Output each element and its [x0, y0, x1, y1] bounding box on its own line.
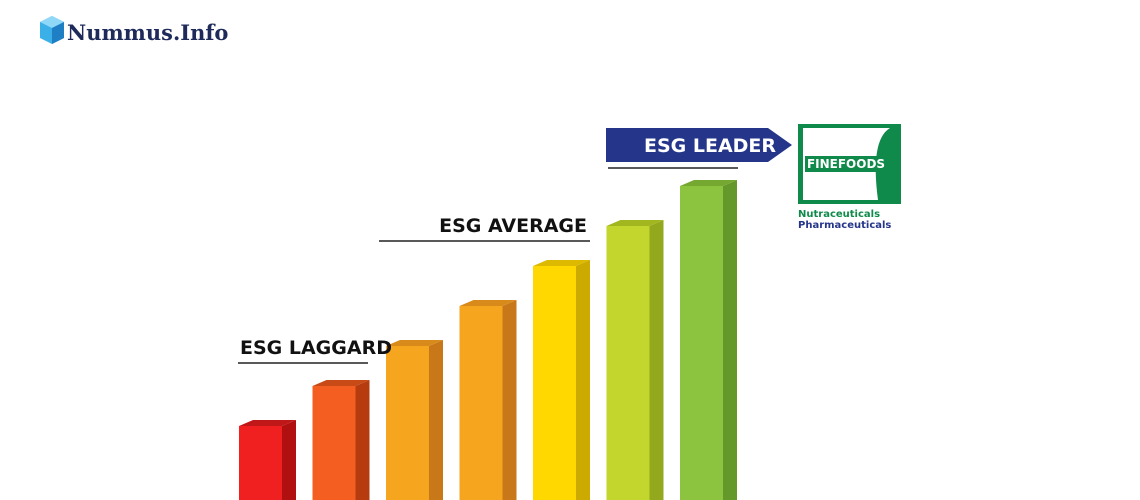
bar-top — [459, 300, 517, 306]
brand-name: Nummus.Info — [67, 20, 228, 45]
bar-front — [239, 426, 282, 500]
average-label: ESG AVERAGE — [439, 215, 587, 237]
bar-top — [312, 380, 370, 386]
bar-front — [459, 306, 503, 500]
bar-top — [239, 420, 296, 426]
company-logo: FINEFOODS Nutraceuticals Pharmaceuticals — [798, 124, 901, 231]
bar-side — [649, 220, 664, 500]
company-line1: Nutraceuticals — [798, 209, 880, 220]
company-line2: Pharmaceuticals — [798, 220, 891, 231]
bar-side — [502, 300, 517, 500]
bar-side — [723, 180, 737, 500]
brand-logo: Nummus.Info — [40, 16, 228, 45]
logo-band — [805, 156, 887, 172]
bar-side — [355, 380, 370, 500]
bar-top — [680, 180, 737, 186]
bar-front — [680, 186, 723, 500]
bar-side — [282, 420, 296, 500]
bar-top — [606, 220, 664, 226]
cube-side — [52, 22, 64, 44]
bar-front — [606, 226, 650, 500]
leader-banner — [606, 128, 792, 162]
bar-front — [533, 266, 576, 500]
bar-front — [386, 346, 429, 500]
bar-front — [312, 386, 356, 500]
leader-label: ESG LEADER — [644, 135, 776, 157]
bar-side — [429, 340, 443, 500]
bar-top — [533, 260, 590, 266]
bars — [239, 180, 737, 500]
laggard-label: ESG LAGGARD — [240, 337, 392, 359]
bar-side — [576, 260, 590, 500]
bar-top — [386, 340, 443, 346]
company-name: FINEFOODS — [807, 157, 885, 171]
